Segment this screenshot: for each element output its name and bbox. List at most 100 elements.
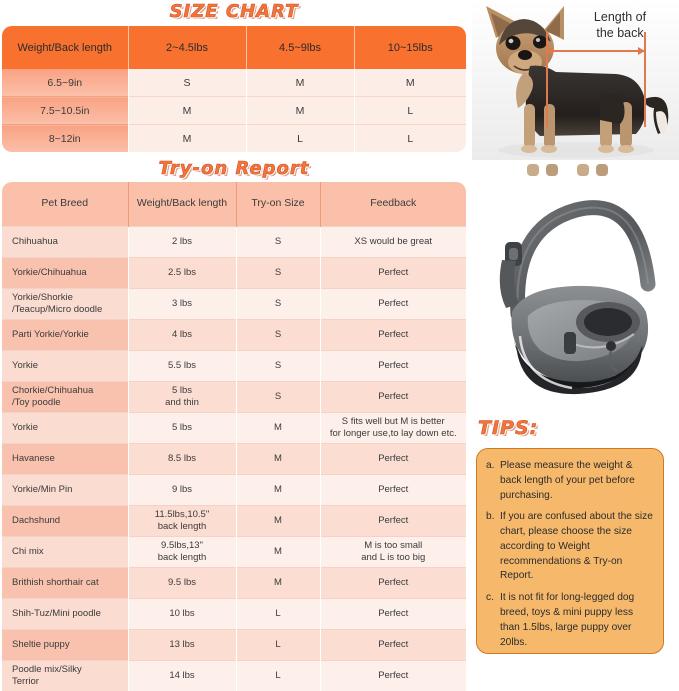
size-chart-col-0: Weight/Back length [2,26,128,69]
tryon-cell-size: M [236,444,320,475]
tryon-cell-feedback: Perfect [320,382,466,413]
size-chart-row: 6.5~9in S M M [2,69,466,97]
tryon-report-table: Pet Breed Weight/Back length Try-on Size… [2,182,466,691]
tip-item: c. It is not fit for long-legged dog bre… [486,591,654,650]
tryon-cell-breed: Brithish shorthair cat [2,568,128,599]
tryon-cell-feedback: Perfect [320,351,466,382]
size-chart-row-label: 6.5~9in [2,69,128,97]
tryon-cell-size: M [236,537,320,568]
tip-text: If you are confused about the size chart… [500,510,654,584]
tryon-cell-weight: 13 lbs [128,630,236,661]
tryon-cell-breed: Yorkie [2,351,128,382]
tryon-cell-feedback: Perfect [320,320,466,351]
tip-text: It is not fit for long-legged dog breed,… [500,591,654,650]
tryon-cell-feedback: Perfect [320,568,466,599]
tryon-cell-breed: Yorkie [2,413,128,444]
size-chart-cell: S [128,69,246,97]
tryon-cell-size: S [236,320,320,351]
tryon-cell-weight: 2.5 lbs [128,258,236,289]
tryon-cell-breed: Sheltie puppy [2,630,128,661]
size-chart-cell: M [246,69,354,97]
tryon-cell-breed: Chihuahua [2,227,128,258]
tip-marker: b. [486,510,500,584]
tryon-cell-size: M [236,506,320,537]
arrow-right-icon [638,47,645,55]
tryon-cell-feedback: XS would be great [320,227,466,258]
tryon-cell-size: M [236,475,320,506]
tryon-cell-size: S [236,351,320,382]
tryon-cell-weight: 8.5 lbs [128,444,236,475]
tryon-cell-size: L [236,630,320,661]
tryon-cell-breed: Chorkie/Chihuahua/Toy poodle [2,382,128,413]
tryon-cell-weight: 5 lbs [128,413,236,444]
tryon-col-tryon-size: Try-on Size [236,182,320,227]
tryon-cell-breed: Yorkie/Min Pin [2,475,128,506]
back-length-arrow-line [546,50,645,52]
tryon-cell-weight: 14 lbs [128,661,236,691]
arrow-left-icon [546,47,553,55]
size-chart-header-row: Weight/Back length 2~4.5lbs 4.5~9lbs 10~… [2,26,466,69]
size-chart-cell: M [128,125,246,153]
tryon-cell-feedback: Perfect [320,661,466,691]
tryon-cell-breed: Havanese [2,444,128,475]
tryon-cell-weight: 10 lbs [128,599,236,630]
tips-title: TIPS: [478,417,538,439]
tryon-cell-weight: 11.5lbs,10.5"back length [128,506,236,537]
tryon-cell-size: M [236,568,320,599]
tip-text: Please measure the weight & back length … [500,459,654,503]
tryon-cell-breed: Poodle mix/Silky Terrior [2,661,128,691]
tryon-cell-feedback: Perfect [320,475,466,506]
pet-carrier-bag-photo [472,164,679,404]
tryon-cell-feedback: Perfect [320,599,466,630]
tryon-cell-breed: Dachshund [2,506,128,537]
size-chart-row-label: 7.5~10.5in [2,97,128,125]
size-chart-cell: L [246,125,354,153]
size-chart-col-2: 4.5~9lbs [246,26,354,69]
size-chart-cell: L [354,125,466,153]
size-chart-cell: M [246,97,354,125]
tryon-cell-weight: 3 lbs [128,289,236,320]
size-chart-cell: M [354,69,466,97]
tryon-cell-breed: Yorkie/Chihuahua [2,258,128,289]
tryon-cell-breed: Chi mix [2,537,128,568]
tryon-cell-breed: Shih-Tuz/Mini poodle [2,599,128,630]
left-column: SIZE CHART Weight/Back length 2~4.5lbs 4… [0,0,468,673]
size-chart-col-1: 2~4.5lbs [128,26,246,69]
size-chart-col-3: 10~15lbs [354,26,466,69]
tryon-cell-breed: Yorkie/Shorkie/Teacup/Micro doodle [2,289,128,320]
tryon-report-title: Try-on Report [0,158,468,179]
size-chart-row: 7.5~10.5in M M L [2,97,466,125]
tryon-cell-weight: 9.5lbs,13"back length [128,537,236,568]
tip-marker: c. [486,591,500,650]
size-chart-row-label: 8~12in [2,125,128,153]
size-chart-title: SIZE CHART [0,1,468,22]
tryon-cell-size: S [236,258,320,289]
sling-carrier-illustration [472,164,679,404]
size-chart-row: 8~12in M L L [2,125,466,153]
tryon-cell-weight: 9.5 lbs [128,568,236,599]
size-chart-cell: L [354,97,466,125]
tryon-cell-breed: Parti Yorkie/Yorkie [2,320,128,351]
tryon-cell-feedback: Perfect [320,630,466,661]
tryon-cell-feedback: Perfect [320,258,466,289]
tryon-cell-size: S [236,289,320,320]
tryon-cell-feedback: Perfect [320,289,466,320]
tryon-cell-weight: 2 lbs [128,227,236,258]
